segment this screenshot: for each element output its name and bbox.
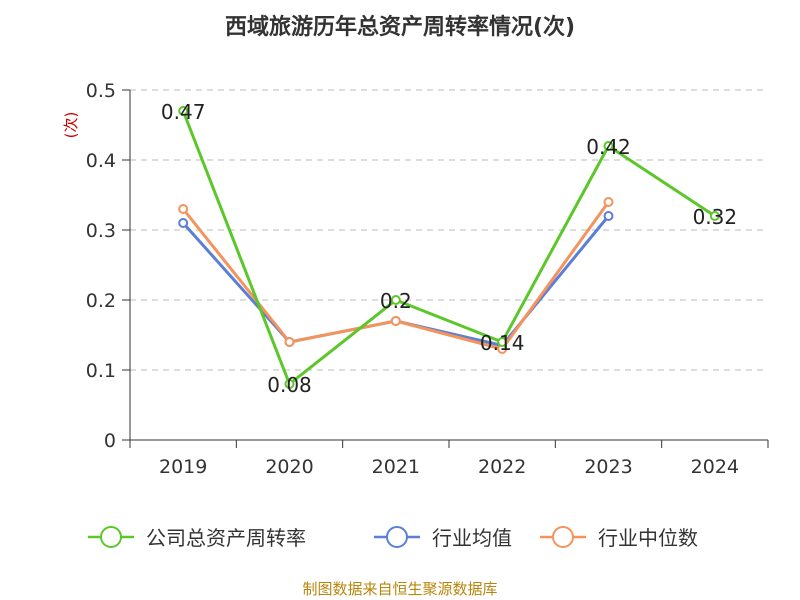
- legend-marker: [100, 526, 122, 548]
- data-label: 0.14: [480, 331, 525, 355]
- legend-marker: [386, 526, 408, 548]
- data-point: [709, 211, 720, 221]
- data-point: [497, 337, 508, 347]
- series-line-0: [181, 110, 716, 386]
- x-tick-label: 2022: [478, 456, 526, 478]
- source-note: 制图数据来自恒生聚源数据库: [302, 580, 497, 598]
- data-point: [603, 141, 614, 151]
- data-point: [390, 295, 401, 305]
- data-labels: 0.47 0.08 0.2 0.14 0.42 0.32: [161, 100, 737, 397]
- y-tick-label: 0: [104, 430, 116, 452]
- data-label: 0.08: [267, 373, 312, 397]
- data-label: 0.2: [380, 289, 412, 313]
- y-axis-label: (次): [62, 112, 80, 139]
- legend-label: 行业中位数: [598, 526, 698, 550]
- legend-item[interactable]: 行业中位数: [540, 526, 698, 550]
- y-tick-label: 0.5: [86, 80, 116, 102]
- y-tick-label: 0.2: [86, 290, 116, 312]
- data-point: [178, 204, 189, 214]
- legend-marker: [552, 526, 574, 548]
- x-tick-label: 2019: [159, 456, 207, 478]
- x-tick-label: 2021: [372, 456, 420, 478]
- data-point: [284, 379, 295, 389]
- legend-item[interactable]: 公司总资产周转率: [88, 526, 306, 550]
- series-line-1: [182, 215, 610, 347]
- legend-item[interactable]: 行业均值: [374, 526, 512, 550]
- data-point: [390, 316, 401, 326]
- data-point: [178, 218, 189, 228]
- y-tick-label: 0.4: [86, 150, 116, 172]
- x-tick-label: 2024: [691, 456, 739, 478]
- legend-label: 行业均值: [432, 526, 512, 550]
- chart-title: 西域旅游历年总资产周转率情况(次): [225, 14, 575, 40]
- y-tick-label: 0.3: [86, 220, 116, 242]
- data-point: [284, 337, 295, 347]
- data-point: [603, 211, 614, 221]
- gridlines: [130, 89, 768, 371]
- data-point: [603, 197, 614, 207]
- data-label: 0.42: [586, 135, 631, 159]
- axes: 0 0.1 0.2 0.3 0.4 0.5 2019 2020 2021 2022 2023 2024: [86, 80, 769, 478]
- legend-label: 公司总资产周转率: [146, 526, 306, 550]
- data-point: [178, 106, 189, 116]
- x-tick-label: 2023: [584, 456, 632, 478]
- series-group: [178, 106, 720, 389]
- y-tick-label: 0.1: [86, 360, 116, 382]
- data-label: 0.47: [161, 100, 206, 124]
- data-label: 0.32: [693, 205, 738, 229]
- x-tick-label: 2020: [265, 456, 313, 478]
- legend: 公司总资产周转率 行业均值 行业中位数: [88, 526, 698, 550]
